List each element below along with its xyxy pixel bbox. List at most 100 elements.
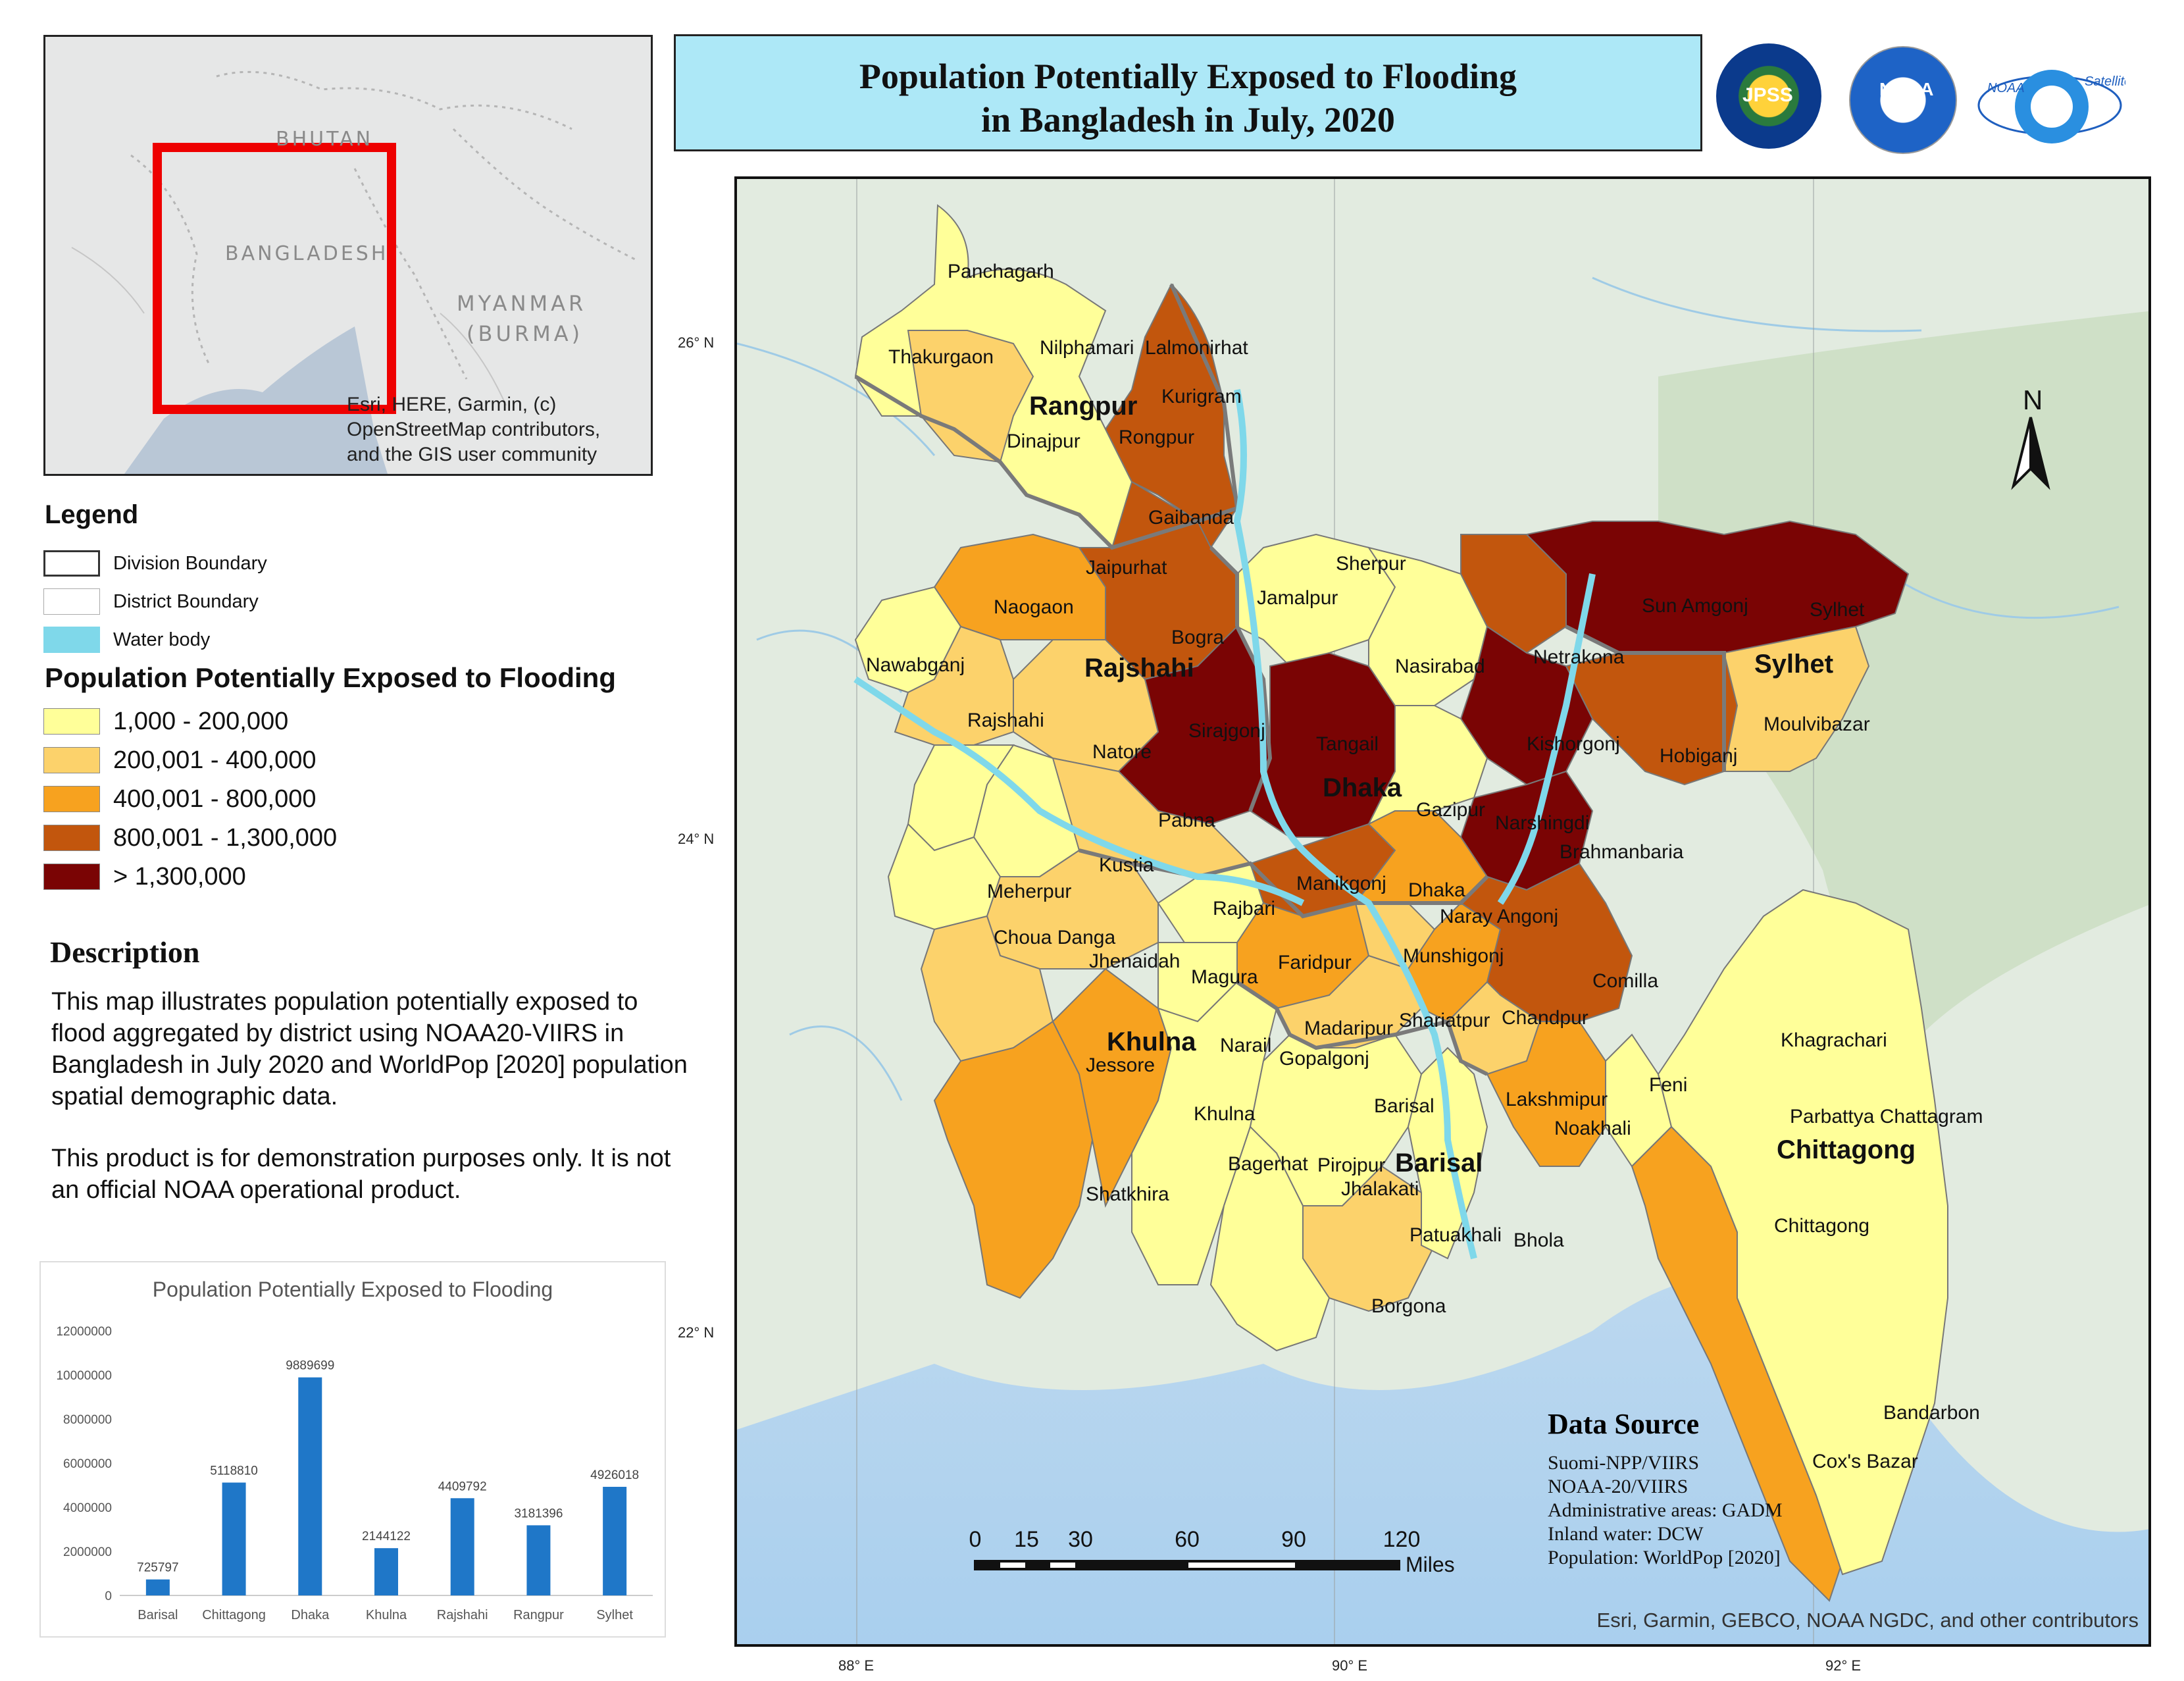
attribution-line: and the GIS user community	[347, 444, 597, 465]
legend-title: Legend	[45, 500, 139, 529]
district-label: Gaibanda	[1148, 507, 1234, 529]
legend-class-label: 400,001 - 800,000	[113, 785, 317, 813]
chart-title: Population Potentially Exposed to Floodi…	[153, 1278, 553, 1301]
division-label: Dhaka	[1323, 773, 1402, 802]
bar-value-label: 9889699	[286, 1359, 334, 1373]
district-label: Tangail	[1316, 733, 1379, 755]
district-label: Jessore	[1086, 1054, 1155, 1076]
division-labels: Rangpur Rajshahi Sylhet Dhaka Khulna Bar…	[1029, 392, 1916, 1177]
lon-label: 92° E	[1825, 1657, 1862, 1674]
bar	[145, 1579, 170, 1595]
water-bodies	[853, 389, 1596, 1260]
x-tick-label: Rangpur	[513, 1608, 564, 1622]
district-label: Barisal	[1374, 1095, 1435, 1117]
bar-value-label: 2144122	[362, 1530, 411, 1543]
district-label: Manikgonj	[1296, 873, 1386, 894]
district-label: Bhola	[1513, 1229, 1564, 1251]
district-chittagong-hill-tracts	[1657, 889, 1948, 1576]
legend-label: Division Boundary	[113, 552, 267, 574]
lat-label: 24° N	[678, 831, 715, 847]
district-label: Feni	[1649, 1074, 1687, 1096]
district-label: Jhalakati	[1341, 1178, 1419, 1200]
district-label: Madaripur	[1304, 1018, 1393, 1039]
district-label: Comilla	[1592, 970, 1658, 992]
district-polygons	[854, 204, 1948, 1602]
district-label: Narail	[1220, 1035, 1271, 1056]
division-label: Rangpur	[1029, 392, 1137, 421]
district-label: Pirojpur	[1317, 1154, 1385, 1176]
scale-tick: 0	[969, 1527, 982, 1552]
x-tick-label: Rajshahi	[437, 1608, 488, 1622]
district-label: Jaipurhat	[1086, 557, 1167, 579]
proving-ground-icon: NOAA Satellite	[1977, 70, 2131, 143]
bar-value-label: 4409792	[438, 1480, 487, 1493]
division-label: Chittagong	[1777, 1135, 1916, 1164]
lon-label: 90° E	[1332, 1657, 1368, 1674]
district-label: Patuakhali	[1409, 1224, 1502, 1246]
district-label: Parbattya Chattagram	[1790, 1106, 1983, 1127]
district-label: Panchagarh	[948, 261, 1054, 282]
legend-swatch	[43, 708, 100, 735]
district-label: Chandpur	[1502, 1007, 1588, 1029]
x-tick-label: Khulna	[366, 1608, 407, 1622]
disclaimer-text: This product is for demonstration purpos…	[51, 1145, 671, 1204]
district-label: Gopalgonj	[1279, 1048, 1369, 1070]
scale-unit: Miles	[1406, 1553, 1455, 1576]
bar-value-label: 3181396	[514, 1507, 563, 1520]
district-label: Meherpur	[987, 881, 1071, 902]
map-credits: Esri, Garmin, GEBCO, NOAA NGDC, and othe…	[1597, 1609, 2139, 1632]
scale-tick: 60	[1175, 1527, 1200, 1552]
inset-label-bangladesh: BANGLADESH	[225, 242, 389, 265]
district-label: Cox's Bazar	[1812, 1451, 1918, 1472]
district-borgona	[1209, 1125, 1331, 1352]
district-labels: Panchagarh Thakurgaon Nilphamari Lalmoni…	[866, 261, 1983, 1472]
district-label: Khulna	[1194, 1103, 1256, 1125]
lat-label: 26° N	[678, 334, 715, 351]
district-label: Sylhet	[1810, 599, 1865, 621]
bar-chart: Population Potentially Exposed to Floodi…	[39, 1261, 666, 1638]
legend-class-1: 1,000 - 200,000	[43, 707, 288, 736]
inset-terrain	[45, 37, 651, 474]
x-tick-label: Dhaka	[291, 1608, 330, 1622]
attribution-line: OpenStreetMap contributors,	[347, 419, 601, 440]
division-label: Khulna	[1107, 1027, 1196, 1056]
district-label: Brahmanbaria	[1560, 841, 1684, 863]
legend-class-label: 800,001 - 1,300,000	[113, 823, 338, 852]
district-label: Gazipur	[1416, 799, 1485, 821]
legend-item-district: District Boundary	[43, 587, 259, 616]
x-tick-label: Barisal	[138, 1608, 178, 1622]
attribution-line: Esri, HERE, Garmin, (c)	[347, 394, 557, 415]
legend-swatch	[43, 627, 100, 653]
district-label: Noakhali	[1554, 1118, 1631, 1139]
district-label: Thakurgaon	[888, 346, 994, 368]
legend-class-3: 400,001 - 800,000	[43, 785, 317, 814]
inset-attribution: Esri, HERE, Garmin, (c) OpenStreetMap co…	[347, 392, 600, 467]
district-label: Shatkhira	[1086, 1183, 1169, 1205]
legend-class-5: > 1,300,000	[43, 862, 246, 891]
north-arrow-icon: N	[2011, 384, 2050, 490]
legend-swatch	[43, 588, 100, 615]
district-label: Magura	[1191, 966, 1258, 988]
district-naogaon	[933, 533, 1106, 640]
district-label: Nilphamari	[1040, 337, 1134, 359]
bar	[298, 1377, 322, 1595]
district-label: Munshigonj	[1403, 945, 1504, 967]
district-label: Narshingdi	[1495, 812, 1589, 834]
district-moulvibazar	[1723, 625, 1870, 772]
district-label: Rongpur	[1119, 427, 1194, 448]
district-label: Dinajpur	[1007, 430, 1080, 452]
district-label: Bagerhat	[1228, 1153, 1308, 1175]
svg-text:Satellite: Satellite	[2085, 74, 2125, 89]
description-title: Description	[50, 935, 200, 969]
legend-swatch	[43, 825, 100, 851]
y-tick-label: 6000000	[63, 1457, 112, 1471]
lon-label: 88° E	[838, 1657, 875, 1674]
bar	[526, 1525, 551, 1595]
bar	[603, 1486, 627, 1595]
bar-value-label: 5118810	[210, 1464, 258, 1478]
x-tick-label: Chittagong	[202, 1608, 266, 1622]
legend-swatch	[43, 747, 100, 773]
scale-tick: 30	[1068, 1527, 1093, 1552]
division-label: Sylhet	[1754, 650, 1833, 679]
district-label: Naray Angonj	[1440, 906, 1558, 927]
